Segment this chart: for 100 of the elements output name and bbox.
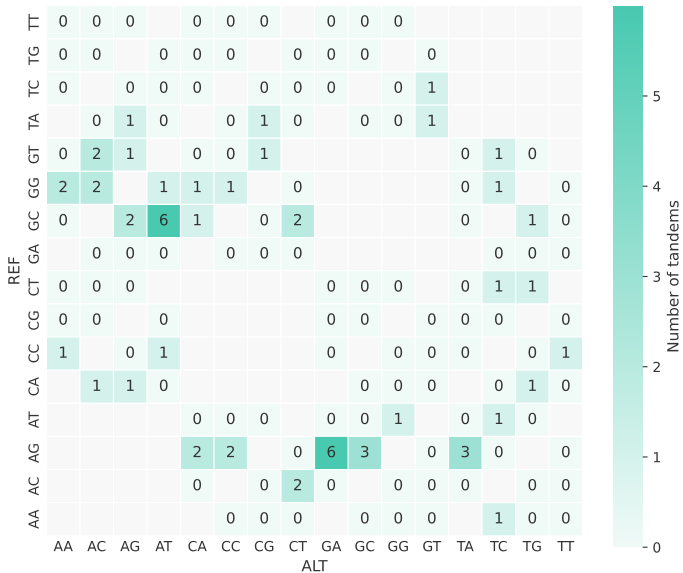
data-label: 0 [160, 380, 168, 392]
data-label: 0 [59, 81, 68, 93]
data-label: 1 [529, 280, 536, 292]
data-label: 0 [494, 446, 503, 458]
data-label: 0 [59, 280, 68, 292]
data-label: 0 [461, 478, 470, 490]
data-label: 0 [160, 247, 168, 259]
y-tick-label: GT [28, 145, 39, 164]
data-label: 0 [360, 48, 369, 60]
data-label: 0 [562, 313, 570, 325]
data-label: 0 [428, 313, 436, 325]
data-label: 0 [394, 512, 402, 524]
data-label: 0 [394, 280, 402, 292]
data-label: 0 [360, 114, 369, 126]
y-tick-label: TT [28, 14, 39, 31]
data-label: 1 [127, 114, 134, 126]
data-label: 0 [294, 114, 302, 126]
y-tick-label: CA [28, 377, 39, 396]
data-label: 0 [59, 214, 68, 226]
data-label: 0 [394, 15, 402, 27]
data-label: 0 [428, 380, 436, 392]
data-label: 1 [261, 114, 268, 126]
data-label: 0 [294, 48, 302, 60]
data-label: 0 [260, 478, 268, 490]
data-label: 0 [226, 114, 235, 126]
data-label: 0 [294, 180, 302, 192]
data-label: 0 [461, 148, 470, 160]
x-tick-label: TC [490, 540, 507, 552]
data-label: 0 [160, 114, 168, 126]
data-label: 0 [193, 48, 202, 60]
x-tick-label: CT [289, 540, 307, 552]
x-tick-label: GA [322, 540, 342, 552]
y-axis-title: REF [8, 257, 20, 284]
y-tick-label: CC [28, 344, 39, 362]
data-label: 2 [227, 446, 234, 458]
data-label: 0 [528, 412, 536, 424]
data-label: 1 [496, 412, 502, 424]
data-label: 0 [59, 313, 68, 325]
x-tick-label: GT [423, 540, 442, 552]
data-label: 0 [260, 81, 268, 93]
color-bar-label: 2 [653, 362, 660, 372]
color-bar-label: 3 [653, 271, 660, 282]
data-label: 1 [496, 148, 502, 160]
data-label: 0 [327, 478, 336, 490]
data-label: 0 [92, 247, 101, 259]
data-label: 1 [194, 214, 201, 226]
data-label: 0 [226, 412, 235, 424]
data-label: 0 [260, 512, 268, 524]
data-label: 0 [562, 214, 570, 226]
data-label: 0 [59, 15, 68, 27]
data-label: 0 [59, 148, 68, 160]
data-label: 1 [496, 512, 502, 524]
data-label: 0 [528, 346, 536, 358]
data-label: 0 [226, 15, 235, 27]
y-tick-label: CT [28, 278, 39, 296]
data-label: 0 [260, 247, 268, 259]
data-label: 1 [194, 181, 201, 192]
x-tick-label: GG [388, 540, 408, 552]
data-label: 2 [126, 214, 134, 226]
data-label: 0 [494, 247, 503, 259]
x-tick-label: CC [222, 540, 240, 552]
data-label: 0 [394, 114, 402, 126]
color-bar-label: 0 [653, 542, 660, 553]
data-label: 0 [461, 313, 470, 325]
data-label: 2 [59, 180, 67, 192]
data-label: 0 [360, 313, 369, 325]
data-label: 0 [562, 478, 570, 490]
data-label: 0 [193, 148, 202, 160]
data-label: 2 [92, 148, 100, 160]
data-label: 0 [428, 478, 436, 490]
data-label: 0 [428, 512, 436, 524]
data-label: 0 [294, 247, 302, 259]
data-label: 1 [261, 148, 268, 160]
data-label: 0 [461, 214, 470, 226]
data-label: 0 [260, 214, 268, 226]
data-label: 0 [562, 180, 570, 192]
x-tick-label: AT [155, 541, 172, 552]
data-label: 1 [127, 380, 134, 391]
data-label: 1 [127, 148, 134, 160]
data-label: 0 [294, 446, 302, 458]
color-bar-label: 1 [654, 452, 660, 462]
data-label: 0 [562, 446, 570, 458]
data-label: 2 [193, 446, 201, 458]
x-tick-label: TG [522, 540, 541, 552]
data-label: 0 [193, 412, 202, 424]
y-tick-label: AT [28, 411, 39, 428]
data-label: 0 [394, 478, 402, 490]
data-label: 0 [428, 446, 436, 458]
data-label: 0 [92, 48, 101, 60]
y-tick-label: GC [28, 212, 39, 231]
data-label: 1 [160, 181, 168, 192]
data-label: 0 [461, 412, 470, 424]
data-label: 0 [160, 313, 168, 325]
data-label: 2 [294, 214, 302, 226]
data-label: 0 [394, 81, 402, 93]
data-label: 0 [327, 346, 336, 358]
data-label: 1 [529, 214, 536, 226]
data-label: 0 [294, 81, 302, 93]
data-label: 0 [327, 412, 336, 424]
data-label: 0 [260, 15, 268, 27]
